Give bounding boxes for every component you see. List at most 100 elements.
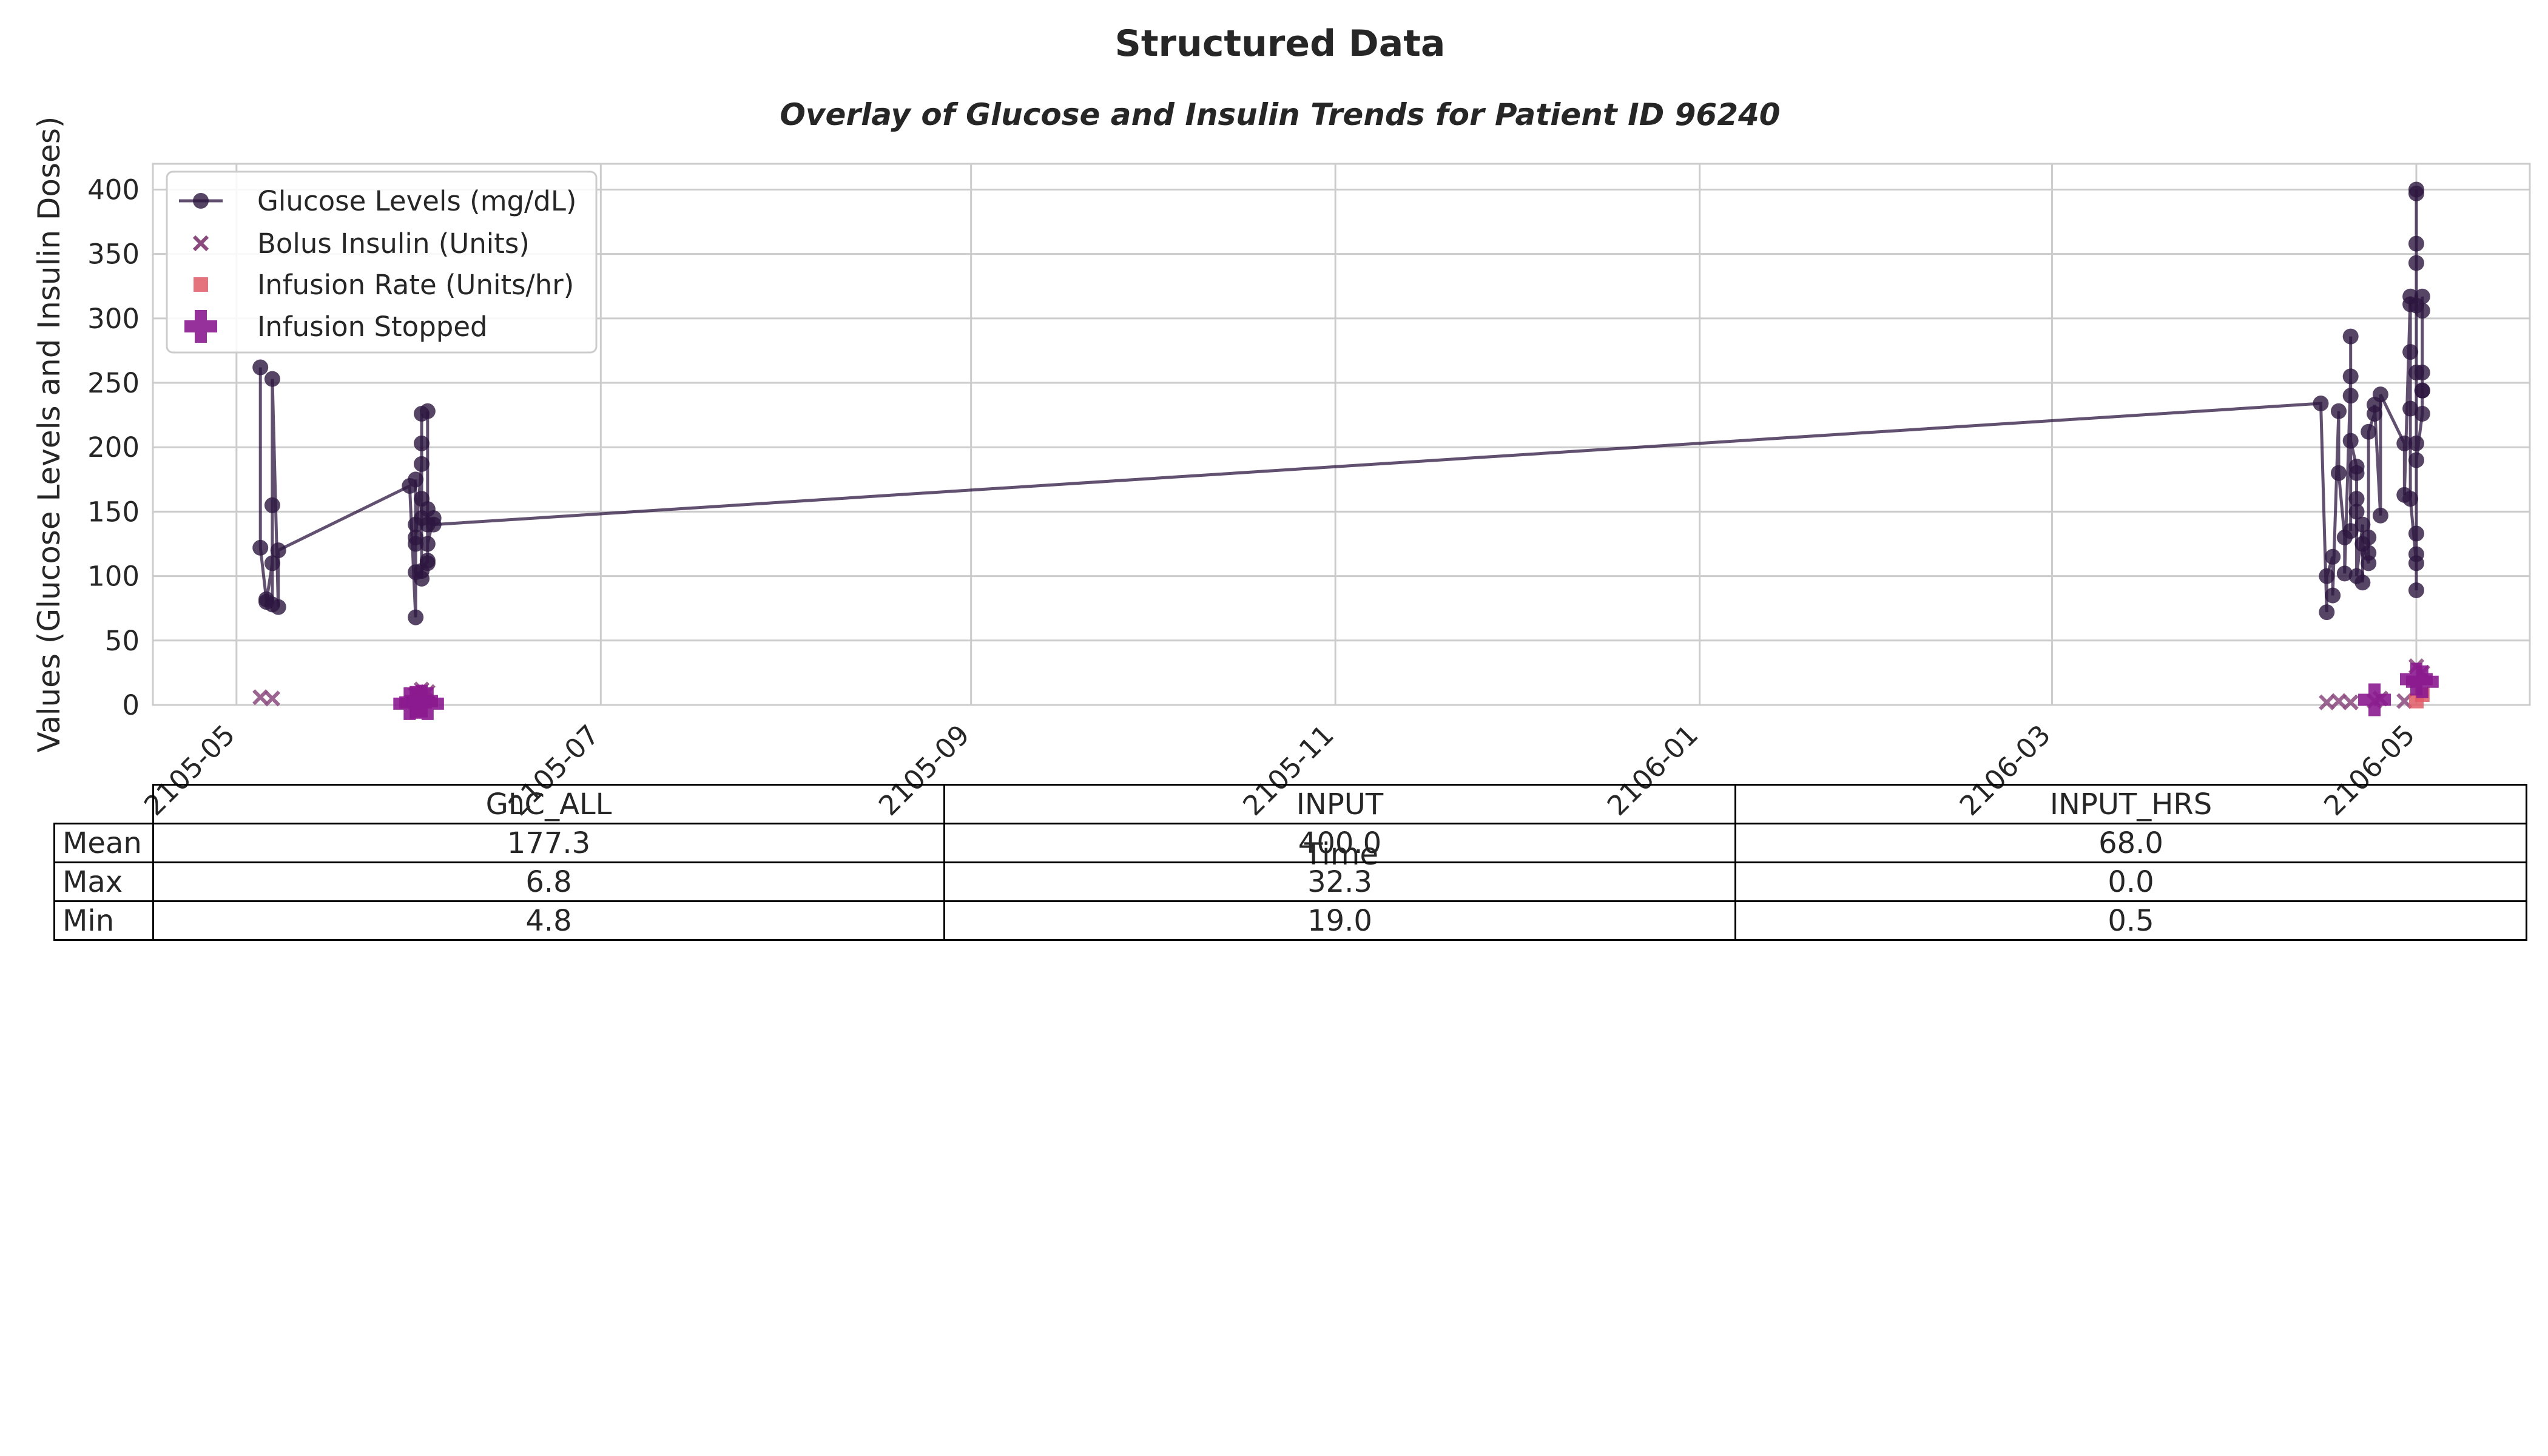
legend-label: Infusion Rate (Units/hr)	[257, 269, 574, 301]
glucose-point	[419, 555, 436, 571]
glucose-point	[2414, 365, 2430, 381]
glucose-point	[2342, 328, 2359, 345]
glucose-point	[2396, 435, 2413, 451]
glucose-point	[252, 539, 269, 556]
glucose-point	[2336, 565, 2353, 582]
glucose-point	[2342, 433, 2359, 449]
infusion-stopped-point	[2358, 683, 2391, 716]
glucose-point	[264, 555, 280, 571]
column-header: GLC_ALL	[152, 784, 945, 824]
legend-bolus-marker	[192, 235, 209, 252]
glucose-point	[2414, 382, 2430, 399]
bolus-point	[264, 690, 281, 707]
table-header-row: GLC_ALL INPUT INPUT_HRS	[55, 784, 2527, 824]
y-tick-label: 350	[87, 238, 140, 271]
y-tick-label: 200	[87, 431, 140, 463]
glucose-point	[2342, 368, 2359, 385]
glucose-point	[2348, 504, 2365, 520]
grid	[153, 164, 2530, 706]
table-row: Min 4.8 19.0 0.5	[53, 900, 2527, 941]
y-axis-label: Values (Glucose Levels and Insulin Doses…	[32, 116, 67, 753]
glucose-point	[2361, 529, 2377, 545]
infusion-stopped-point	[411, 687, 444, 720]
glucose-point	[2342, 523, 2359, 539]
glucose-point	[2414, 288, 2430, 305]
column-header: INPUT	[943, 784, 1736, 824]
glucose-point	[2348, 465, 2365, 481]
glucose-point	[2325, 548, 2341, 565]
glucose-point	[2408, 235, 2424, 252]
legend-label: Infusion Stopped	[257, 311, 488, 343]
glucose-point	[2414, 303, 2430, 319]
glucose-point	[413, 435, 430, 451]
table-cell: 400.0	[943, 823, 1736, 863]
glucose-point	[2402, 344, 2419, 360]
figure-suptitle: Structured Data	[1115, 22, 1446, 65]
y-tick-label: 100	[87, 561, 140, 593]
legend-label: Glucose Levels (mg/dL)	[257, 185, 576, 217]
glucose-point	[2319, 568, 2335, 584]
glucose-point	[408, 471, 424, 488]
glucose-point	[2354, 575, 2371, 591]
glucose-point	[408, 529, 424, 545]
glucose-point	[2372, 507, 2388, 524]
infusion-stopped-point	[2405, 665, 2439, 698]
glucose-point	[2402, 400, 2419, 417]
legend-box	[166, 170, 598, 354]
y-tick-label: 0	[122, 689, 140, 721]
y-tick-label: 400	[87, 174, 140, 206]
glucose-point	[264, 497, 280, 513]
row-label: Mean	[53, 823, 154, 863]
table-cell: 32.3	[943, 861, 1736, 902]
y-tick-label: 50	[105, 625, 140, 657]
glucose-point	[413, 456, 430, 472]
glucose-point	[2361, 423, 2377, 440]
glucose-point	[2414, 406, 2430, 422]
table-cell: 4.8	[152, 900, 945, 941]
glucose-point	[2330, 465, 2347, 481]
glucose-point	[408, 609, 424, 625]
glucose-point	[2342, 388, 2359, 404]
statistics-table: GLC_ALL INPUT INPUT_HRS Mean 177.3 400.0…	[53, 784, 2527, 941]
table-cell: 0.0	[1734, 861, 2527, 902]
glucose-point	[2325, 587, 2341, 604]
table-cell: 19.0	[943, 900, 1736, 941]
glucose-point	[252, 359, 269, 376]
glucose-point	[2361, 545, 2377, 561]
table-cell: 6.8	[152, 861, 945, 902]
row-label: Max	[53, 861, 154, 902]
y-tick-label: 250	[87, 367, 140, 399]
plot-area	[152, 163, 2531, 706]
legend-infusion-stopped-marker	[184, 310, 217, 343]
y-tick-label: 300	[87, 303, 140, 335]
y-tick-label: 150	[87, 496, 140, 528]
table-cell: 177.3	[152, 823, 945, 863]
bolus-point	[2396, 693, 2413, 709]
glucose-point	[2408, 525, 2424, 542]
glucose-point	[2372, 386, 2388, 403]
glucose-point	[2408, 582, 2424, 598]
chart-title: Overlay of Glucose and Insulin Trends fo…	[780, 97, 1780, 132]
glucose-point	[270, 542, 286, 559]
glucose-point	[270, 599, 286, 615]
bolus-point	[2342, 694, 2359, 710]
glucose-point	[2408, 255, 2424, 271]
legend-infusion-rate-marker	[194, 277, 208, 292]
glucose-point	[2330, 403, 2347, 419]
glucose-point	[2313, 396, 2329, 412]
glucose-point	[264, 371, 280, 387]
column-header: INPUT_HRS	[1734, 784, 2527, 824]
glucose-point	[2354, 516, 2371, 533]
table-row: Max 6.8 32.3 0.0	[53, 861, 2527, 902]
legend: Glucose Levels (mg/dL) Bolus Insulin (Uni…	[166, 170, 598, 354]
table-cell: 0.5	[1734, 900, 2527, 941]
glucose-point	[2402, 491, 2419, 507]
glucose-point	[425, 516, 442, 533]
glucose-point	[2408, 435, 2424, 451]
glucose-point	[2408, 452, 2424, 468]
glucose-point	[2348, 491, 2365, 507]
legend-label: Bolus Insulin (Units)	[257, 228, 530, 260]
glucose-point	[419, 403, 436, 419]
glucose-point	[419, 536, 436, 552]
